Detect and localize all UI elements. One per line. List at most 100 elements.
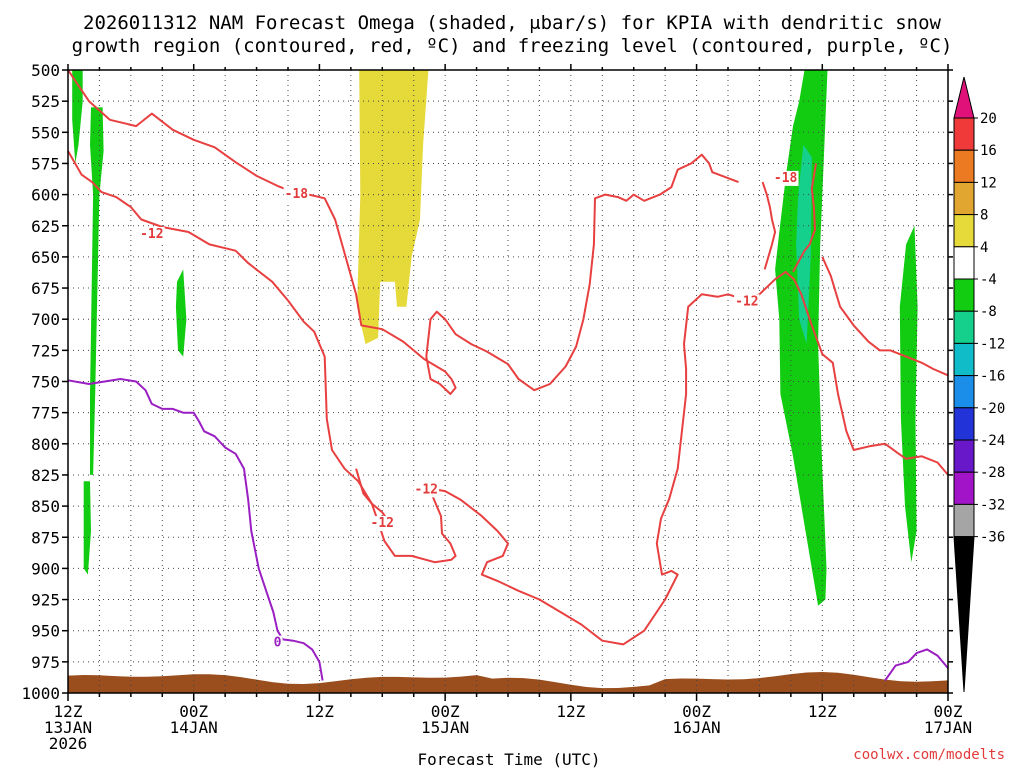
chart-title-line-2: growth region (contoured, red, ºC) and f… (72, 35, 953, 57)
x-tick-label: 14JAN (170, 718, 218, 737)
x-tick-label: 00Z (431, 702, 460, 721)
colorbar-tick-label: 12 (980, 175, 997, 191)
y-tick-label: 675 (31, 279, 60, 298)
contour-label-background (413, 482, 440, 498)
y-axis: 500 525 550 575 600 625 650 675 700 725 750 775 800 8… (21, 61, 953, 703)
omega-region (796, 144, 812, 345)
contour-label-minus-18: -18 (774, 171, 798, 186)
colorbar-tick-label: -16 (980, 369, 1005, 385)
dendritic-contour-line (67, 150, 949, 646)
colorbar-tick-label: -4 (980, 272, 997, 288)
colorbar-segment (953, 471, 975, 505)
colorbar-bottom-arrow (953, 536, 975, 693)
y-tick-label: 525 (31, 92, 60, 111)
colorbar-tick-label: 20 (980, 111, 997, 127)
contour-label-zero: 0 (274, 636, 282, 651)
x-tick-label: 16JAN (672, 718, 720, 737)
contour-label-minus-12: -12 (735, 294, 758, 309)
x-tick-label: 00Z (934, 702, 963, 721)
y-tick-label: 700 (31, 310, 60, 329)
y-tick-label: 825 (31, 466, 60, 485)
y-tick-label: 750 (31, 373, 60, 392)
y-tick-label: 500 (31, 61, 60, 80)
colorbar-segment (953, 439, 975, 473)
colorbar-segment (953, 214, 975, 248)
colorbar-tick-label: 4 (980, 240, 988, 256)
colorbar-segment (953, 278, 975, 312)
contour-label-minus-12: -12 (415, 482, 438, 497)
y-tick-label: 600 (31, 186, 60, 205)
dendritic-contour-line (761, 181, 777, 270)
colorbar-tick-label: -24 (980, 433, 1005, 449)
colorbar-segment (953, 503, 975, 538)
omega-region (175, 269, 187, 357)
colorbar-tick-label: 8 (980, 208, 988, 224)
contour-label-background (772, 170, 799, 186)
terrain-layer (68, 672, 948, 693)
y-tick-label: 950 (31, 622, 60, 641)
y-tick-label: 650 (31, 248, 60, 267)
x-tick-label: 00Z (682, 702, 711, 721)
colorbar-tick-label: 16 (980, 143, 997, 159)
x-tick-label: 2026 (49, 734, 88, 753)
colorbar-tick-label: -20 (980, 401, 1005, 417)
x-tick-label: 00Z (179, 702, 208, 721)
omega-region (72, 70, 83, 164)
freezing-level-contour-line (67, 378, 324, 681)
dendritic-contour-line (821, 256, 949, 377)
omega-region (83, 481, 91, 575)
colorbar-tick-label: -32 (980, 497, 1005, 513)
y-tick-label: 1000 (21, 684, 60, 703)
y-tick-label: 850 (31, 497, 60, 516)
credit-text: coolwx.com/modelts (853, 747, 1005, 763)
contour-label-background (369, 516, 396, 532)
grid-layer (68, 70, 948, 693)
y-tick-label: 875 (31, 528, 60, 547)
colorbar-tick-label: -8 (980, 304, 997, 320)
x-tick-label: 12Z (54, 702, 83, 721)
y-tick-label: 625 (31, 217, 60, 236)
contour-layer (67, 69, 949, 682)
omega-region (899, 225, 918, 563)
contour-label-minus-12: -12 (371, 516, 394, 531)
colorbar-tick-label: -36 (980, 530, 1005, 546)
contour-label-background (734, 294, 760, 310)
y-tick-label: 775 (31, 404, 60, 423)
x-axis-title: Forecast Time (UTC) (417, 750, 600, 768)
colorbar: 20 16 12 8 4 -4 -8 -12 -16 -20 -24 -28 -32 -36 (953, 76, 1005, 693)
terrain-band (68, 672, 948, 693)
colorbar-segment (953, 181, 975, 216)
colorbar-segment (953, 375, 975, 409)
colorbar-segment (953, 246, 975, 280)
y-tick-label: 725 (31, 341, 60, 360)
contour-label-background (272, 635, 283, 651)
colorbar-top-arrow (953, 76, 975, 119)
y-tick-label: 550 (31, 123, 60, 142)
x-tick-label: 17JAN (924, 718, 972, 737)
colorbar-tick-label: -28 (980, 465, 1005, 481)
x-tick-label: 15JAN (421, 718, 469, 737)
y-tick-label: 925 (31, 591, 60, 610)
colorbar-segment (953, 117, 975, 151)
contour-label-minus-18: -18 (285, 187, 309, 202)
y-tick-label: 900 (31, 559, 60, 578)
x-tick-label: 12Z (556, 702, 585, 721)
chart-title-line-1: 2026011312 NAM Forecast Omega (shaded, μ… (83, 12, 941, 34)
x-tick-label: 12Z (305, 702, 334, 721)
omega-region (90, 107, 104, 475)
y-tick-label: 975 (31, 653, 60, 672)
x-tick-label: 13JAN (44, 718, 92, 737)
omega-region (357, 70, 429, 345)
freezing-level-contour-line (884, 648, 949, 682)
contour-label-background (139, 226, 165, 242)
dendritic-contour-line (792, 163, 817, 273)
contour-label-background (283, 187, 310, 203)
colorbar-segment (953, 342, 975, 377)
colorbar-tick-label: -12 (980, 336, 1005, 352)
contour-label-layer: -18 -12 -12 -12 -12 -18 0 (139, 170, 799, 651)
colorbar-segment (953, 407, 975, 441)
dendritic-contour-line (67, 69, 739, 395)
colorbar-segment (953, 149, 975, 183)
